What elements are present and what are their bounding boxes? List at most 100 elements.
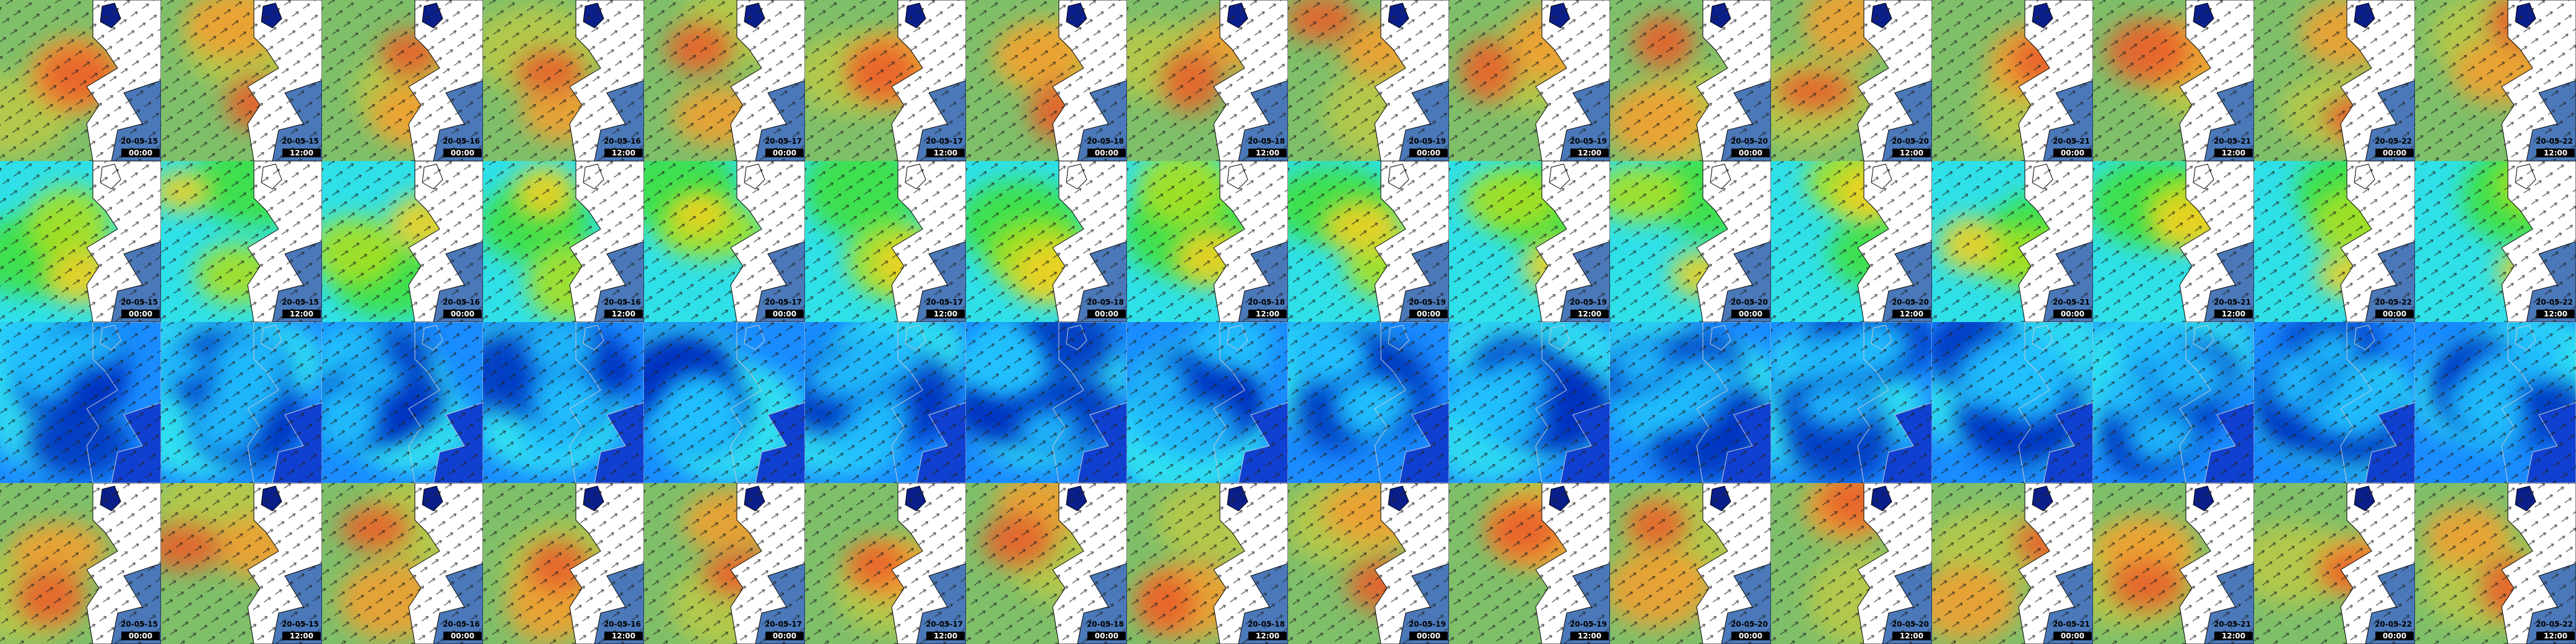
wind-arrows (1932, 0, 2093, 161)
date-label: 20-05-22 (2375, 620, 2412, 629)
wind-arrows (644, 0, 805, 161)
tile-content (2093, 322, 2254, 483)
map-tile (2093, 322, 2254, 483)
wind-arrows (1771, 322, 1932, 483)
time-box (2214, 632, 2253, 640)
tile-content (644, 322, 805, 483)
tile-content: 20-05-19 00:00 (1288, 483, 1449, 644)
time-label: 12:00 (934, 632, 957, 640)
wind-arrows (1932, 161, 2093, 322)
date-label: 20-05-19 (1409, 137, 1446, 146)
map-tile: 20-05-17 12:00 (805, 161, 966, 322)
map-tile: 20-05-22 00:00 (2254, 0, 2415, 161)
wind-arrows (483, 483, 644, 644)
date-label: 20-05-15 (121, 137, 158, 146)
time-label: 12:00 (2544, 632, 2567, 640)
date-label: 20-05-22 (2375, 137, 2412, 146)
date-label: 20-05-18 (1087, 620, 1124, 629)
time-label: 00:00 (451, 632, 474, 640)
tile-content: 20-05-18 12:00 (1127, 483, 1288, 644)
time-label: 00:00 (129, 310, 152, 318)
tile-content (161, 322, 322, 483)
date-label: 20-05-19 (1409, 620, 1446, 629)
time-label: 12:00 (1900, 310, 1923, 318)
tile-content: 20-05-18 12:00 (1127, 0, 1288, 161)
map-tile: 20-05-21 00:00 (1932, 483, 2093, 644)
time-box (2536, 632, 2575, 640)
date-label: 20-05-20 (1731, 620, 1768, 629)
map-tile: 20-05-21 12:00 (2093, 0, 2254, 161)
wind-arrows (1449, 322, 1610, 483)
time-box (2375, 310, 2414, 318)
tile-content: 20-05-22 12:00 (2415, 0, 2576, 161)
tile-content: 20-05-19 00:00 (1288, 161, 1449, 322)
map-tile: 20-05-17 00:00 (644, 483, 805, 644)
map-tile: 20-05-18 00:00 (966, 161, 1127, 322)
tile-content: 20-05-16 00:00 (322, 0, 483, 161)
wind-arrows (1127, 0, 1288, 161)
map-tile: 20-05-19 00:00 (1288, 161, 1449, 322)
time-label: 00:00 (773, 149, 796, 157)
tile-content (322, 322, 483, 483)
time-label: 12:00 (1578, 149, 1601, 157)
time-label: 00:00 (2061, 632, 2084, 640)
wind-arrows (0, 0, 161, 161)
date-label: 20-05-15 (121, 298, 158, 307)
tile-content (966, 322, 1127, 483)
time-box (1248, 149, 1287, 157)
tile-content: 20-05-22 12:00 (2415, 483, 2576, 644)
time-box (2214, 310, 2253, 318)
map-tile: 20-05-19 00:00 (1288, 0, 1449, 161)
date-label: 20-05-17 (765, 298, 802, 307)
tile-content (1932, 322, 2093, 483)
time-box (604, 310, 643, 318)
wind-arrows (1127, 161, 1288, 322)
time-box (2536, 310, 2575, 318)
date-label: 20-05-17 (926, 298, 963, 307)
date-label: 20-05-19 (1570, 137, 1607, 146)
map-tile: 20-05-21 00:00 (1932, 161, 2093, 322)
tile-content: 20-05-22 00:00 (2254, 161, 2415, 322)
wind-arrows (322, 483, 483, 644)
date-label: 20-05-21 (2214, 298, 2251, 307)
tile-content: 20-05-20 12:00 (1771, 161, 1932, 322)
time-label: 00:00 (129, 149, 152, 157)
map-tile: 20-05-17 12:00 (805, 483, 966, 644)
time-label: 12:00 (2544, 149, 2567, 157)
date-label: 20-05-20 (1731, 298, 1768, 307)
map-tile: 20-05-18 00:00 (966, 0, 1127, 161)
wind-arrows (1610, 0, 1771, 161)
map-tile (483, 322, 644, 483)
tile-content: 20-05-17 12:00 (805, 161, 966, 322)
time-label: 12:00 (1256, 310, 1279, 318)
wind-arrows (1127, 322, 1288, 483)
map-tile: 20-05-15 12:00 (161, 483, 322, 644)
date-label: 20-05-22 (2536, 620, 2573, 629)
wind-arrows (2093, 322, 2254, 483)
map-tile: 20-05-17 00:00 (644, 0, 805, 161)
tile-content (1610, 322, 1771, 483)
wind-arrows (161, 483, 322, 644)
date-label: 20-05-17 (926, 137, 963, 146)
time-box (926, 632, 965, 640)
date-label: 20-05-18 (1087, 298, 1124, 307)
wind-arrows (805, 483, 966, 644)
tile-content (1771, 322, 1932, 483)
wind-arrows (483, 161, 644, 322)
map-tile: 20-05-15 00:00 (0, 0, 161, 161)
wind-arrows (805, 322, 966, 483)
tile-content: 20-05-15 00:00 (0, 161, 161, 322)
map-tile: 20-05-16 12:00 (483, 0, 644, 161)
map-tile (2254, 322, 2415, 483)
tile-content: 20-05-16 12:00 (483, 0, 644, 161)
tile-content: 20-05-18 12:00 (1127, 161, 1288, 322)
tile-content (1127, 322, 1288, 483)
wind-arrows (1288, 161, 1449, 322)
time-box (2053, 310, 2092, 318)
tile-content: 20-05-20 00:00 (1610, 161, 1771, 322)
time-box (1892, 310, 1931, 318)
time-label: 12:00 (1578, 310, 1601, 318)
map-tile: 20-05-22 12:00 (2415, 0, 2576, 161)
tile-content: 20-05-22 00:00 (2254, 0, 2415, 161)
date-label: 20-05-21 (2053, 137, 2090, 146)
